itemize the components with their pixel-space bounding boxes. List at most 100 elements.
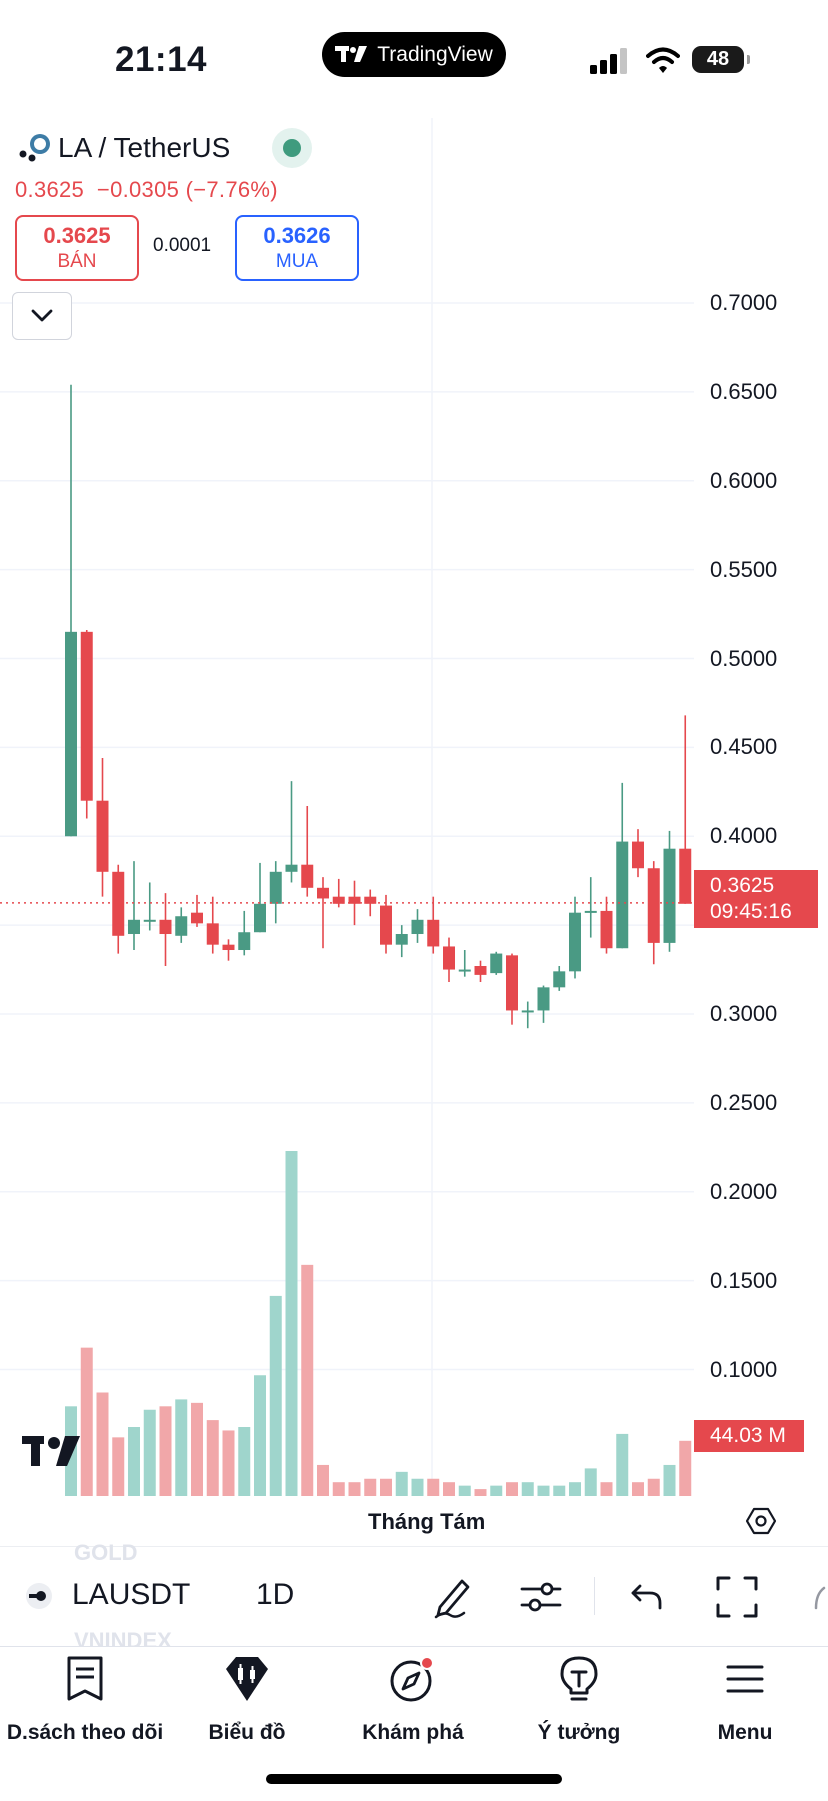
price-scale-label: 0.7000 [710,290,778,315]
price-scale-label: 0.1000 [710,1356,778,1382]
candle-body [521,1010,534,1013]
candle-body [380,905,392,945]
volume-bar [348,1482,361,1496]
undo-icon[interactable] [630,1582,664,1612]
fullscreen-icon[interactable] [716,1576,758,1618]
tradingview-pill: TradingView [322,32,506,77]
price-scale-label: 0.5500 [710,556,778,582]
volume-bar [191,1402,203,1496]
symbol-selector[interactable]: LAUSDT [72,1578,191,1611]
current-price-tag: 0.3625 09:45:16 [694,870,818,928]
candle-body [348,896,361,904]
volume-bar [427,1478,440,1496]
volume-bar [521,1482,534,1496]
volume-bar [222,1430,235,1496]
drawing-pen-icon[interactable] [430,1575,474,1619]
volume-bar [647,1478,660,1496]
price-change-line: 0.3625 −0.0305 (−7.76%) [15,177,278,203]
candle-body [191,912,203,924]
candle-body [269,871,282,904]
tradingview-logo-icon [335,45,368,62]
candle-body [128,919,140,935]
price-scale-label: 0.3000 [710,1001,778,1026]
tab-explore[interactable]: Khám phá [328,1655,498,1745]
candle-countdown: 09:45:16 [710,900,792,923]
toolbar-overflow-icon[interactable] [812,1584,828,1610]
tab-menu[interactable]: Menu [660,1655,828,1745]
candle-body [301,864,314,888]
symbol-title[interactable]: LA / TetherUS [58,132,231,163]
price-scale-label: 0.2500 [710,1089,778,1115]
sell-price: 0.3625 [43,223,111,248]
tab-watchlist[interactable]: D.sách theo dõi [0,1655,170,1745]
candle-body [411,919,424,935]
candle-body [80,631,93,801]
watchlist-icon [67,1656,103,1701]
volume-bar [632,1482,644,1496]
volume-bar [474,1489,487,1496]
volume-bar [206,1420,219,1496]
symbol-logo-icon [19,134,50,162]
chart-icon [226,1657,268,1701]
candle-body [395,934,408,945]
menu-icon [726,1665,764,1693]
candle-body [427,919,440,947]
candle-body [569,912,581,972]
symbol-small-logo-icon [26,1583,52,1609]
volume-bar [616,1433,629,1496]
price-scale-label: 0.1500 [710,1267,778,1293]
chart-toolbar [0,1546,828,1647]
volume-bar [317,1464,329,1496]
volume-bar [663,1464,676,1496]
sell-button[interactable]: 0.3625 BÁN [15,215,139,281]
volume-tag: 44.03 M [694,1420,804,1452]
tab-ideas[interactable]: Ý tưởng [494,1655,664,1745]
volume-bar [537,1485,550,1496]
sell-label: BÁN [57,251,97,272]
battery-indicator: 48 [692,46,750,73]
candle-body [663,848,676,943]
candle-body [175,916,188,936]
buy-label: MUA [275,251,319,272]
volume-bar [569,1482,581,1496]
tab-label-menu: Menu [717,1721,773,1744]
candle-body [443,946,455,970]
candle-body [317,887,329,899]
current-price-value: 0.3625 [710,874,775,897]
volume-bar [490,1485,503,1496]
tab-chart[interactable]: Biểu đồ [162,1655,332,1745]
time-axis-label: Tháng Tám [368,1509,486,1534]
volume-bar [443,1482,455,1496]
tab-label-ideas: Ý tưởng [537,1721,621,1744]
price-scale-label: 0.4500 [710,734,778,760]
candle-body [159,919,172,935]
interval-selector[interactable]: 1D [256,1578,295,1611]
volume-bar [506,1482,518,1496]
spread-value: 0.0001 [153,235,212,256]
volume-bar [458,1485,471,1496]
ghost-symbol-above: GOLD [74,1540,138,1565]
price-chart[interactable] [0,110,694,1496]
volume-bar [411,1478,424,1496]
candle-body [616,841,629,949]
market-status-icon[interactable] [272,128,312,168]
candle-body [96,800,109,872]
candle-body [584,910,597,913]
cellular-signal-icon [590,48,627,74]
candle-body [364,896,377,904]
price-scale-label: 0.4000 [710,823,778,849]
toolbar-divider [594,1577,595,1615]
price-scale-label: 0.6000 [710,467,778,493]
volume-bar [128,1427,140,1496]
candle-body [553,971,566,988]
indicators-settings-icon[interactable] [520,1578,562,1616]
chart-settings-icon[interactable] [746,1506,776,1536]
collapse-button[interactable] [12,292,72,340]
status-time: 21:14 [115,40,208,79]
volume-bar [364,1478,377,1496]
buy-button[interactable]: 0.3626 MUA [235,215,359,281]
ideas-bulb-icon [560,1656,598,1701]
volume-bar [285,1151,298,1496]
volume-bar [553,1485,566,1496]
wifi-icon [646,47,680,73]
